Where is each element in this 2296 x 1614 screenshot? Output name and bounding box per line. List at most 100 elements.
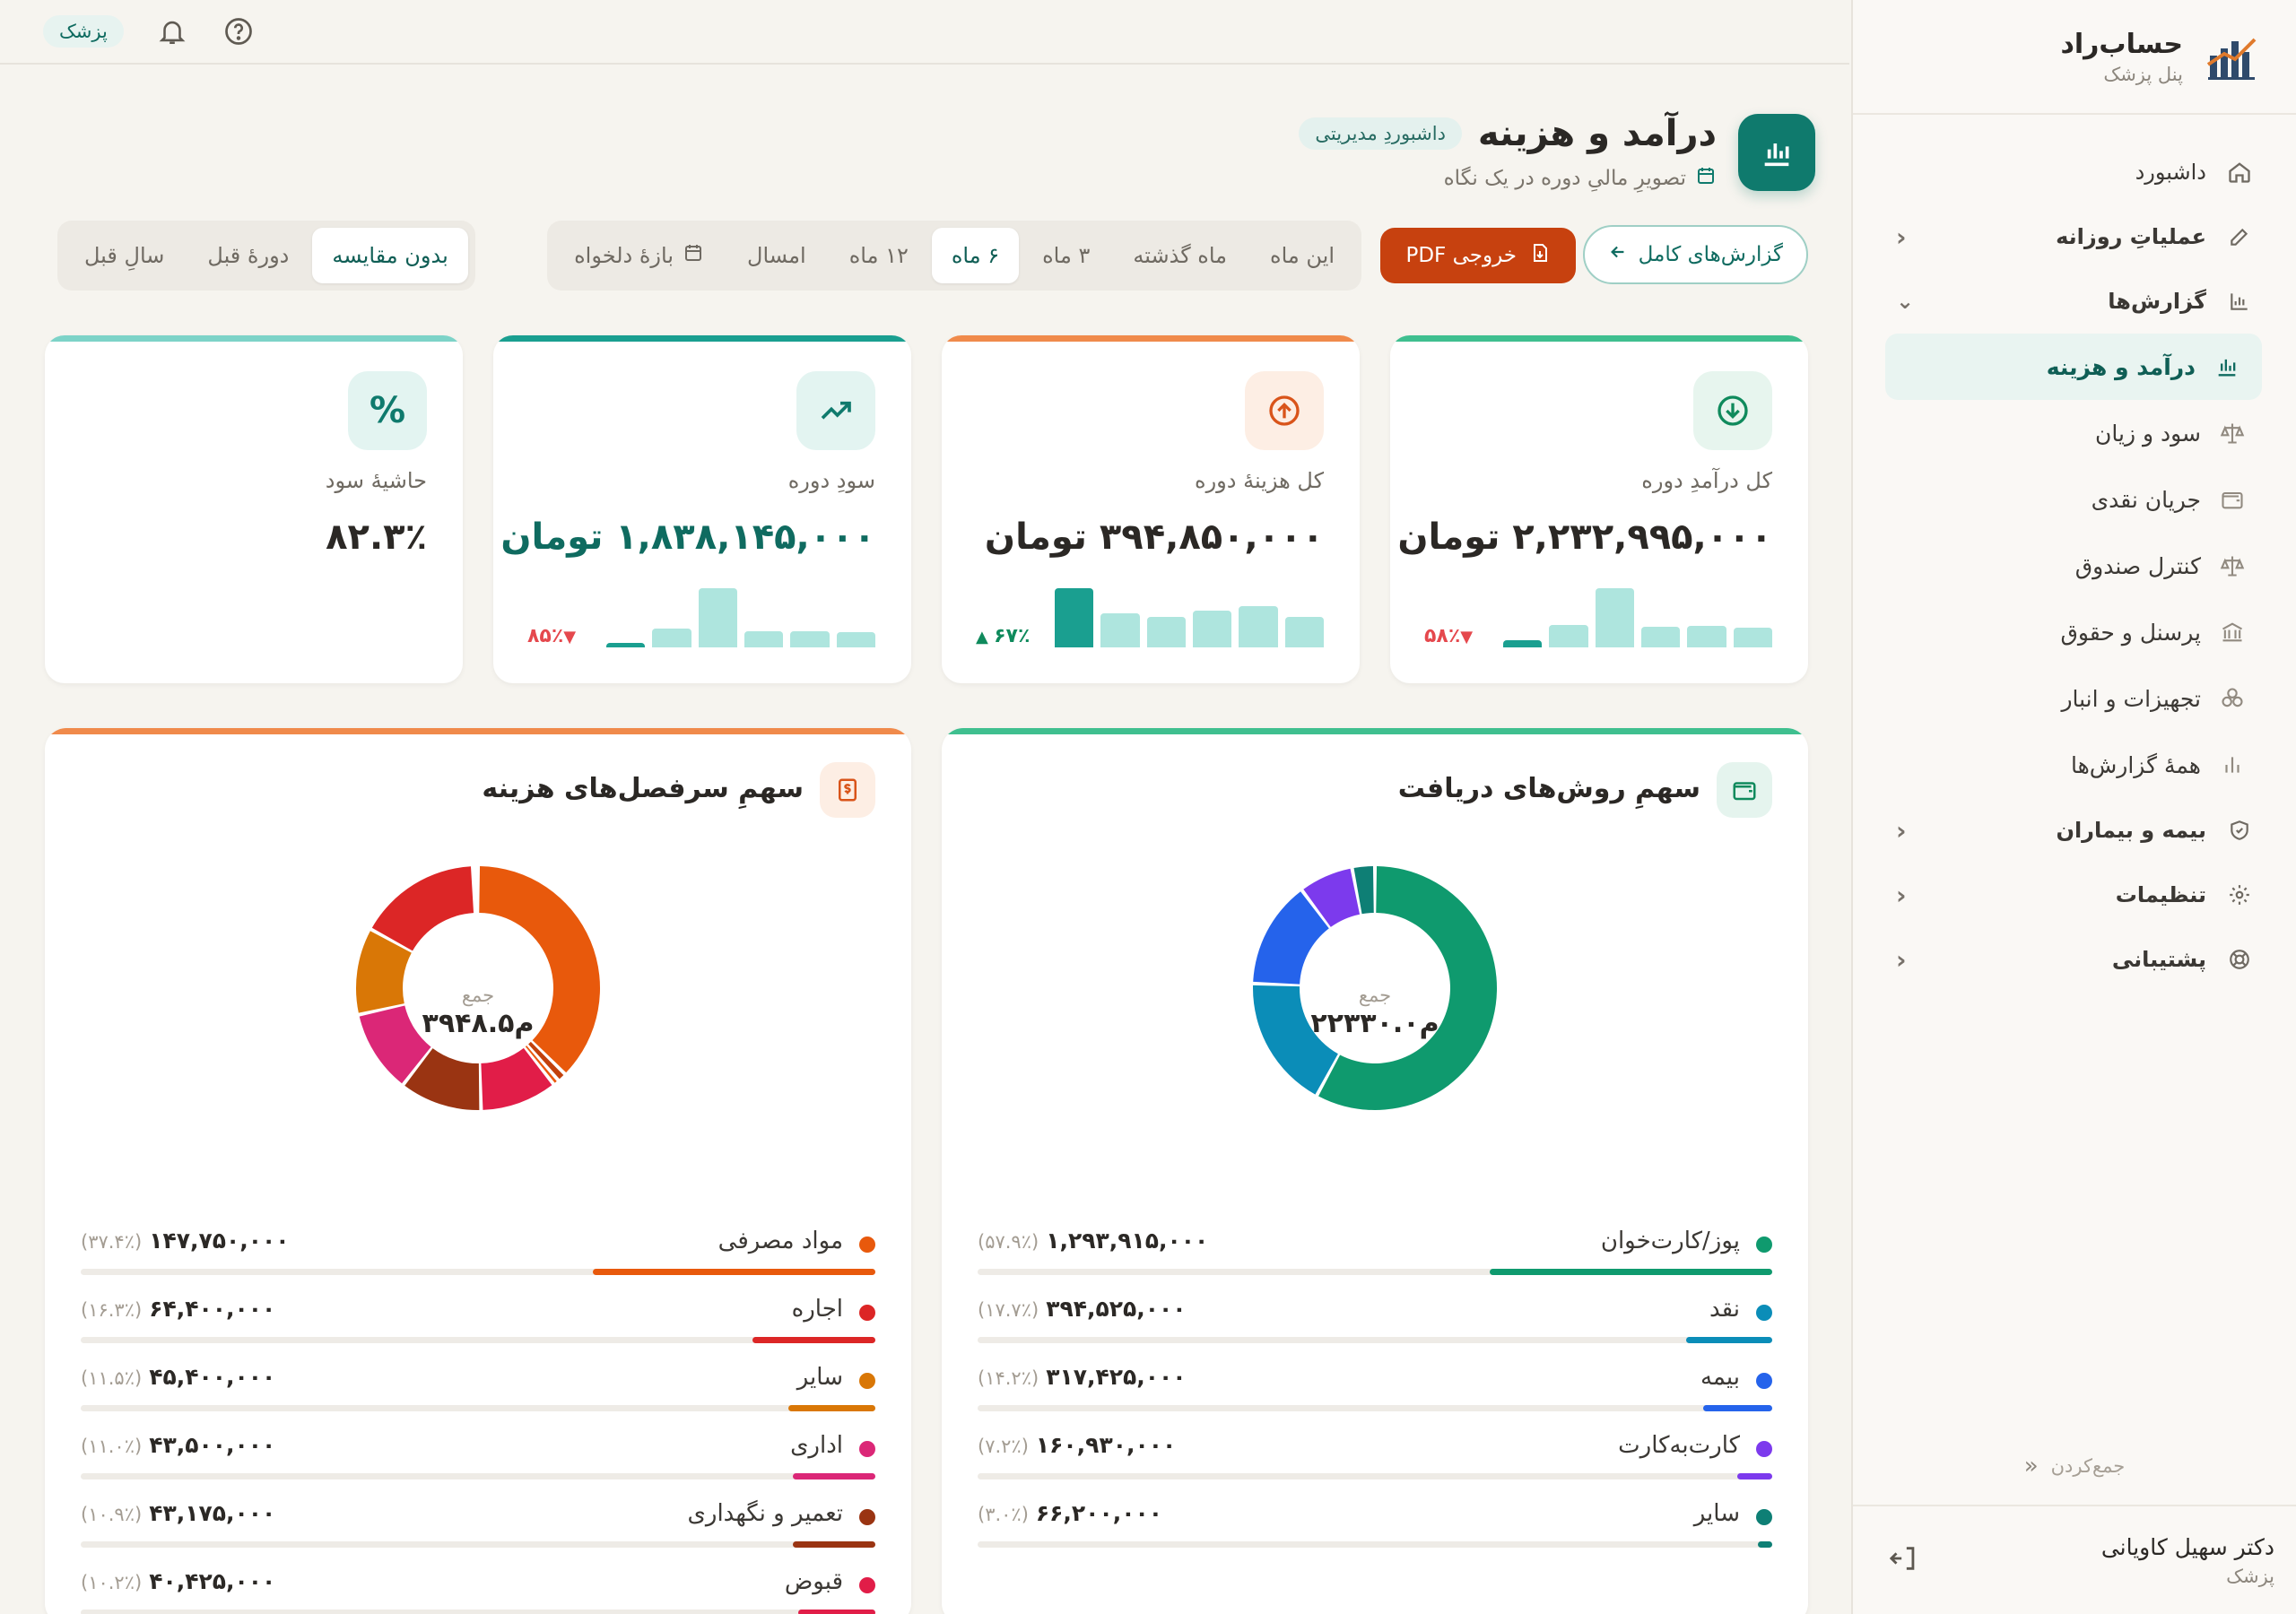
sidebar-item-cash-control[interactable]: کنترل صندوق <box>1853 533 2296 599</box>
sparkline-bar <box>1640 626 1681 647</box>
kpi-value: ۸۲.۳٪ <box>326 516 427 558</box>
kpi-card-total-expense: کل هزینهٔ دوره ۳۹۴,۸۵۰,۰۰۰ تومان ▲ ۶۷٪ <box>942 335 1360 683</box>
kpi-trend-value: ۸۵٪ <box>527 625 564 647</box>
sparkline-bar <box>1687 626 1726 647</box>
chevron-left-icon: ‹ <box>1896 880 1907 910</box>
period-option-6-months[interactable]: ۶ ماه <box>931 228 1020 283</box>
legend-progress-fill <box>752 1337 875 1343</box>
donut-slice[interactable] <box>356 931 412 1013</box>
legend-row[interactable]: بیمه (۱۴.۲٪) ۳۱۷,۴۲۵,۰۰۰ <box>978 1353 1772 1421</box>
sparkline-bar <box>1503 640 1543 647</box>
period-option-12-months[interactable]: ۱۲ ماه <box>848 243 909 268</box>
legend-row[interactable]: نقد (۱۷.۷٪) ۳۹۴,۵۲۵,۰۰۰ <box>978 1285 1772 1353</box>
donut-slice[interactable] <box>359 1005 431 1084</box>
legend-percent: (۱۰.۲٪) <box>81 1572 143 1593</box>
boxes-icon <box>2219 685 2246 712</box>
period-option-this-year[interactable]: امسال <box>747 243 806 268</box>
donut-slice[interactable] <box>525 1046 557 1083</box>
sidebar-item-dashboard[interactable]: داشبورد <box>1853 140 2296 204</box>
sidebar-item-reports[interactable]: گزارش‌ها ⌄ <box>1853 269 2296 334</box>
sidebar-item-payroll[interactable]: پرسنل و حقوق <box>1853 599 2296 665</box>
legend-amount: ۳۹۴,۵۲۵,۰۰۰ <box>1046 1296 1187 1322</box>
logout-icon[interactable] <box>1889 1543 1919 1577</box>
sidebar-item-cash-flow[interactable]: جریان نقدی <box>1853 466 2296 533</box>
legend-percent: (۱۶.۳٪) <box>81 1299 143 1321</box>
donut-slice[interactable] <box>479 866 600 1073</box>
sidebar-item-all-reports[interactable]: همهٔ گزارش‌ها <box>1853 732 2296 798</box>
sparkline-bar <box>1595 588 1634 647</box>
full-reports-button[interactable]: گزارش‌های کامل <box>1582 225 1808 284</box>
role-pill[interactable]: پزشک <box>43 15 124 48</box>
donut-slice[interactable] <box>1253 891 1329 985</box>
legend-row[interactable]: قبوض (۱۰.۲٪) ۴۰,۴۲۵,۰۰۰ <box>81 1558 875 1614</box>
kpi-card-profit-margin: % حاشیهٔ سود ۸۲.۳٪ <box>45 335 463 683</box>
legend-progress-track <box>81 1405 875 1411</box>
page-subtitle-row: تصویرِ مالیِ دوره در یک نگاه <box>1299 165 1717 192</box>
legend-progress-fill <box>798 1610 875 1614</box>
sidebar-item-equipment[interactable]: تجهیزات و انبار <box>1853 665 2296 732</box>
legend-progress-fill <box>792 1473 875 1480</box>
arrow-down-circle-icon <box>1693 371 1772 450</box>
period-option-last-month[interactable]: ماه گذشته <box>1133 243 1227 268</box>
legend-row[interactable]: اداری (۱۱.۰٪) ۴۳,۵۰۰,۰۰۰ <box>81 1421 875 1489</box>
kpi-value: ۲,۲۳۲,۹۹۵,۰۰۰ تومان <box>1397 516 1772 558</box>
collapse-sidebar-button[interactable]: جمع‌کردن « <box>1853 1453 2296 1480</box>
legend-row[interactable]: مواد مصرفی (۳۷.۴٪) ۱۴۷,۷۵۰,۰۰۰ <box>81 1217 875 1285</box>
trending-up-icon <box>796 371 875 450</box>
legend-row[interactable]: پوز/کارت‌خوان (۵۷.۹٪) ۱,۲۹۳,۹۱۵,۰۰۰ <box>978 1217 1772 1285</box>
legend-progress-fill <box>1490 1269 1772 1275</box>
card-accent-bar <box>45 728 911 734</box>
compare-option-previous-year[interactable]: سالِ قبل <box>84 243 165 268</box>
kpi-label: کل هزینهٔ دوره <box>1195 468 1324 493</box>
donut-slice[interactable] <box>404 1048 480 1110</box>
sidebar-item-settings[interactable]: تنظیمات ‹ <box>1853 863 2296 927</box>
bank-icon <box>2219 619 2246 646</box>
legend-percent: (۱۱.۰٪) <box>81 1436 143 1457</box>
brand-name: حساب‌راد <box>2060 28 2183 60</box>
bar-chart-icon <box>2226 288 2253 315</box>
legend-row[interactable]: سایر (۱۱.۵٪) ۴۵,۴۰۰,۰۰۰ <box>81 1353 875 1421</box>
help-icon[interactable] <box>221 13 257 49</box>
legend-percent: (۳۷.۴٪) <box>81 1231 143 1253</box>
legend-row[interactable]: کارت‌به‌کارت (۷.۲٪) ۱۶۰,۹۳۰,۰۰۰ <box>978 1421 1772 1489</box>
sidebar-item-income-expense[interactable]: درآمد و هزینه <box>1885 334 2262 400</box>
file-download-icon <box>1529 242 1551 269</box>
donut-slice[interactable] <box>1253 985 1338 1095</box>
legend-amount: ۶۴,۴۰۰,۰۰۰ <box>149 1296 276 1322</box>
kpi-trend: ▲ ۶۷٪ <box>976 625 1030 647</box>
sparkline-bar <box>744 630 784 647</box>
sidebar-item-support[interactable]: پشتیبانی ‹ <box>1853 927 2296 992</box>
bell-icon[interactable] <box>154 13 190 49</box>
donut-slice[interactable] <box>1303 868 1361 927</box>
legend-progress-track <box>81 1610 875 1614</box>
legend-progress-track <box>978 1269 1772 1275</box>
sidebar-item-profit-loss[interactable]: سود و زیان <box>1853 400 2296 466</box>
donut-slice[interactable] <box>371 866 474 951</box>
legend-row[interactable]: سایر (۳.۰٪) ۶۶,۲۰۰,۰۰۰ <box>978 1489 1772 1558</box>
sidebar-item-daily-ops[interactable]: عملیاتِ روزانه ‹ <box>1853 204 2296 269</box>
period-option-3-months[interactable]: ۳ ماه <box>1042 243 1091 268</box>
compare-option-previous-period[interactable]: دورهٔ قبل <box>207 243 290 268</box>
donut-slice[interactable] <box>528 1041 564 1080</box>
donut-center-label: جمع <box>461 985 495 1006</box>
legend-percent: (۱۱.۵٪) <box>81 1367 143 1389</box>
period-option-custom[interactable]: بازهٔ دلخواه <box>554 228 724 283</box>
sparkline <box>1503 588 1772 647</box>
export-pdf-button[interactable]: خروجی PDF <box>1380 228 1576 283</box>
legend-dot <box>859 1373 875 1389</box>
legend-amount: ۳۱۷,۴۲۵,۰۰۰ <box>1046 1364 1187 1390</box>
legend-row[interactable]: اجاره (۱۶.۳٪) ۶۴,۴۰۰,۰۰۰ <box>81 1285 875 1353</box>
legend-progress-track <box>978 1405 1772 1411</box>
legend-progress-fill <box>1757 1541 1772 1548</box>
sidebar-item-label: جریان نقدی <box>2091 486 2201 513</box>
donut-slice[interactable] <box>1353 866 1374 915</box>
sidebar-item-insurance[interactable]: بیمه و بیماران ‹ <box>1853 798 2296 863</box>
card-accent-bar <box>942 335 1360 342</box>
compare-option-none[interactable]: بدون مقایسه <box>312 228 468 283</box>
sidebar-item-label: کنترل صندوق <box>2074 552 2201 579</box>
sidebar-item-label: سود و زیان <box>2095 420 2201 447</box>
donut-slice[interactable] <box>481 1047 552 1110</box>
donut-slice[interactable] <box>1318 866 1497 1110</box>
legend-row[interactable]: تعمیر و نگهداری (۱۰.۹٪) ۴۳,۱۷۵,۰۰۰ <box>81 1489 875 1558</box>
period-option-this-month[interactable]: این ماه <box>1270 243 1335 268</box>
